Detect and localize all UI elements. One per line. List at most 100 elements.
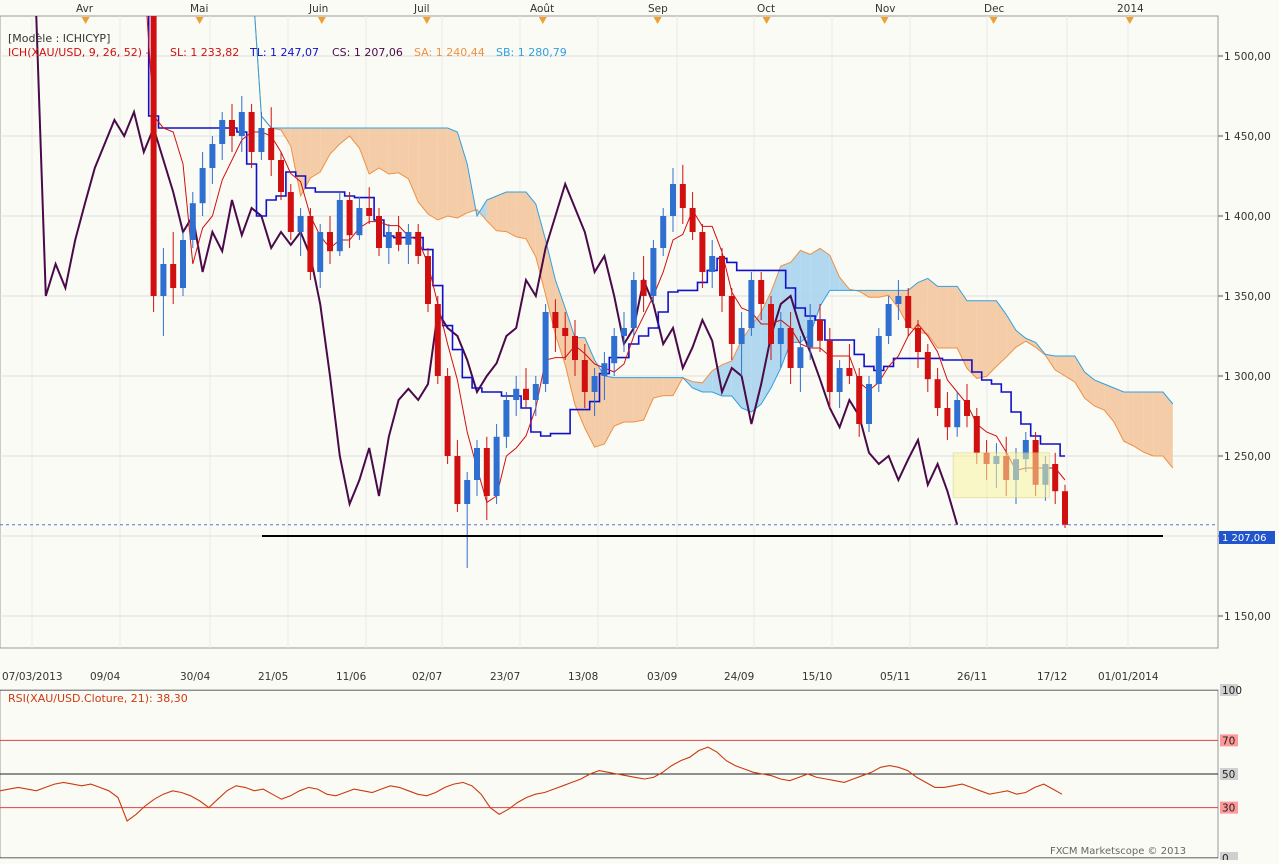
cloud-segment: [918, 278, 928, 334]
cloud-segment: [947, 286, 958, 348]
candle-body: [523, 388, 529, 400]
month-marker: [1125, 17, 1134, 24]
candle-body: [425, 256, 431, 304]
candle-body: [797, 347, 804, 368]
cloud-segment: [937, 286, 948, 348]
candle-body: [787, 328, 794, 368]
cloud-segment: [310, 128, 321, 178]
rsi-tick-bg: [1220, 684, 1238, 696]
candle-body: [336, 200, 343, 252]
candle-body: [454, 456, 461, 504]
month-label: 2014: [1117, 3, 1144, 15]
sa-value: SA: 1 240,44: [414, 46, 485, 59]
month-marker: [880, 17, 889, 24]
cloud-segment: [1016, 330, 1026, 348]
candle-body: [238, 112, 245, 136]
candle-body: [562, 328, 569, 336]
candle-body: [170, 264, 177, 288]
cloud-segment: [437, 128, 448, 220]
rsi-tick-label: 70: [1222, 735, 1235, 747]
cloud-segment: [1094, 380, 1105, 410]
candle-body: [915, 328, 921, 352]
cloud-segment: [1074, 356, 1085, 398]
rsi-tick-label: 50: [1222, 769, 1235, 781]
month-marker: [989, 17, 998, 24]
cloud-segment: [1133, 392, 1144, 452]
candle-body: [611, 336, 618, 364]
cloud-segment: [996, 300, 1007, 367]
cloud-segment: [604, 376, 615, 444]
cs-value: CS: 1 207,06: [332, 46, 403, 59]
candle-body: [356, 208, 363, 236]
cloud-segment: [1006, 314, 1016, 358]
current-price-label: 1 207,06: [1222, 533, 1267, 544]
candle-body: [297, 216, 304, 232]
cloud-segment: [457, 132, 468, 218]
date-tick-label: 03/09: [647, 671, 677, 683]
cloud-segment: [663, 377, 673, 396]
price-tick-label: 1 150,00: [1224, 611, 1271, 623]
date-tick-label: 23/07: [490, 671, 520, 683]
cloud-segment: [692, 381, 703, 392]
candle-body: [709, 256, 716, 272]
cloud-segment: [398, 128, 409, 179]
candle-body: [856, 376, 863, 424]
price-tick-label: 1 350,00: [1224, 291, 1271, 303]
candle-body: [807, 320, 814, 348]
cloud-segment: [349, 128, 360, 148]
cloud-segment: [820, 248, 830, 307]
candle-body: [846, 368, 853, 376]
candle-body: [532, 384, 539, 400]
month-marker: [81, 17, 90, 24]
cloud-segment: [800, 250, 811, 343]
cloud-segment: [976, 300, 987, 379]
consolidation-box: [952, 452, 1050, 499]
date-tick-label: 30/04: [180, 671, 211, 683]
candle-body: [258, 128, 265, 152]
cloud-segment: [1153, 392, 1163, 456]
candle-body: [572, 336, 578, 360]
candle-body: [229, 120, 235, 136]
cloud-segment: [731, 340, 742, 408]
candle-body: [376, 216, 382, 248]
candle-body: [287, 192, 294, 232]
candle-body: [826, 340, 833, 392]
month-label: Oct: [757, 3, 775, 15]
tl-value: TL: 1 247,07: [249, 46, 319, 59]
candle-body: [944, 408, 951, 428]
date-tick-label: 21/05: [258, 671, 288, 683]
cloud-segment: [712, 364, 722, 396]
cloud-segment: [1084, 372, 1095, 406]
candle-body: [679, 184, 686, 208]
cloud-segment: [526, 192, 536, 257]
candle-body: [268, 128, 275, 160]
candle-body: [160, 264, 167, 296]
price-panel: [0, 15, 1219, 649]
date-tick-label: 15/10: [802, 671, 832, 683]
candle-body: [973, 416, 980, 453]
cloud-segment: [1025, 338, 1036, 348]
candle-body: [768, 304, 774, 344]
model-label: [Modèle : ICHICYP]: [8, 32, 110, 45]
month-label: Août: [530, 3, 554, 15]
candle-body: [366, 208, 373, 216]
cloud-segment: [643, 377, 654, 420]
month-marker: [653, 17, 662, 24]
candle-body: [670, 184, 676, 216]
candle-body: [748, 280, 755, 328]
price-tick-label: 1 500,00: [1224, 51, 1271, 63]
candle-body: [934, 379, 941, 408]
month-marker: [538, 17, 547, 24]
rsi-lines: [0, 690, 1218, 858]
date-tick-label: 26/11: [957, 671, 987, 683]
candle-body: [327, 232, 333, 252]
ich-label: ICH(XAU/USD, 9, 26, 52) -: [8, 46, 150, 59]
candle-body: [836, 368, 843, 392]
cloud-segment: [545, 240, 556, 335]
cloud-segment: [702, 370, 713, 392]
cloud-segment: [516, 192, 526, 239]
month-label: Mai: [190, 3, 208, 15]
month-marker: [195, 17, 204, 24]
rsi-tick-label: 0: [1222, 853, 1229, 860]
